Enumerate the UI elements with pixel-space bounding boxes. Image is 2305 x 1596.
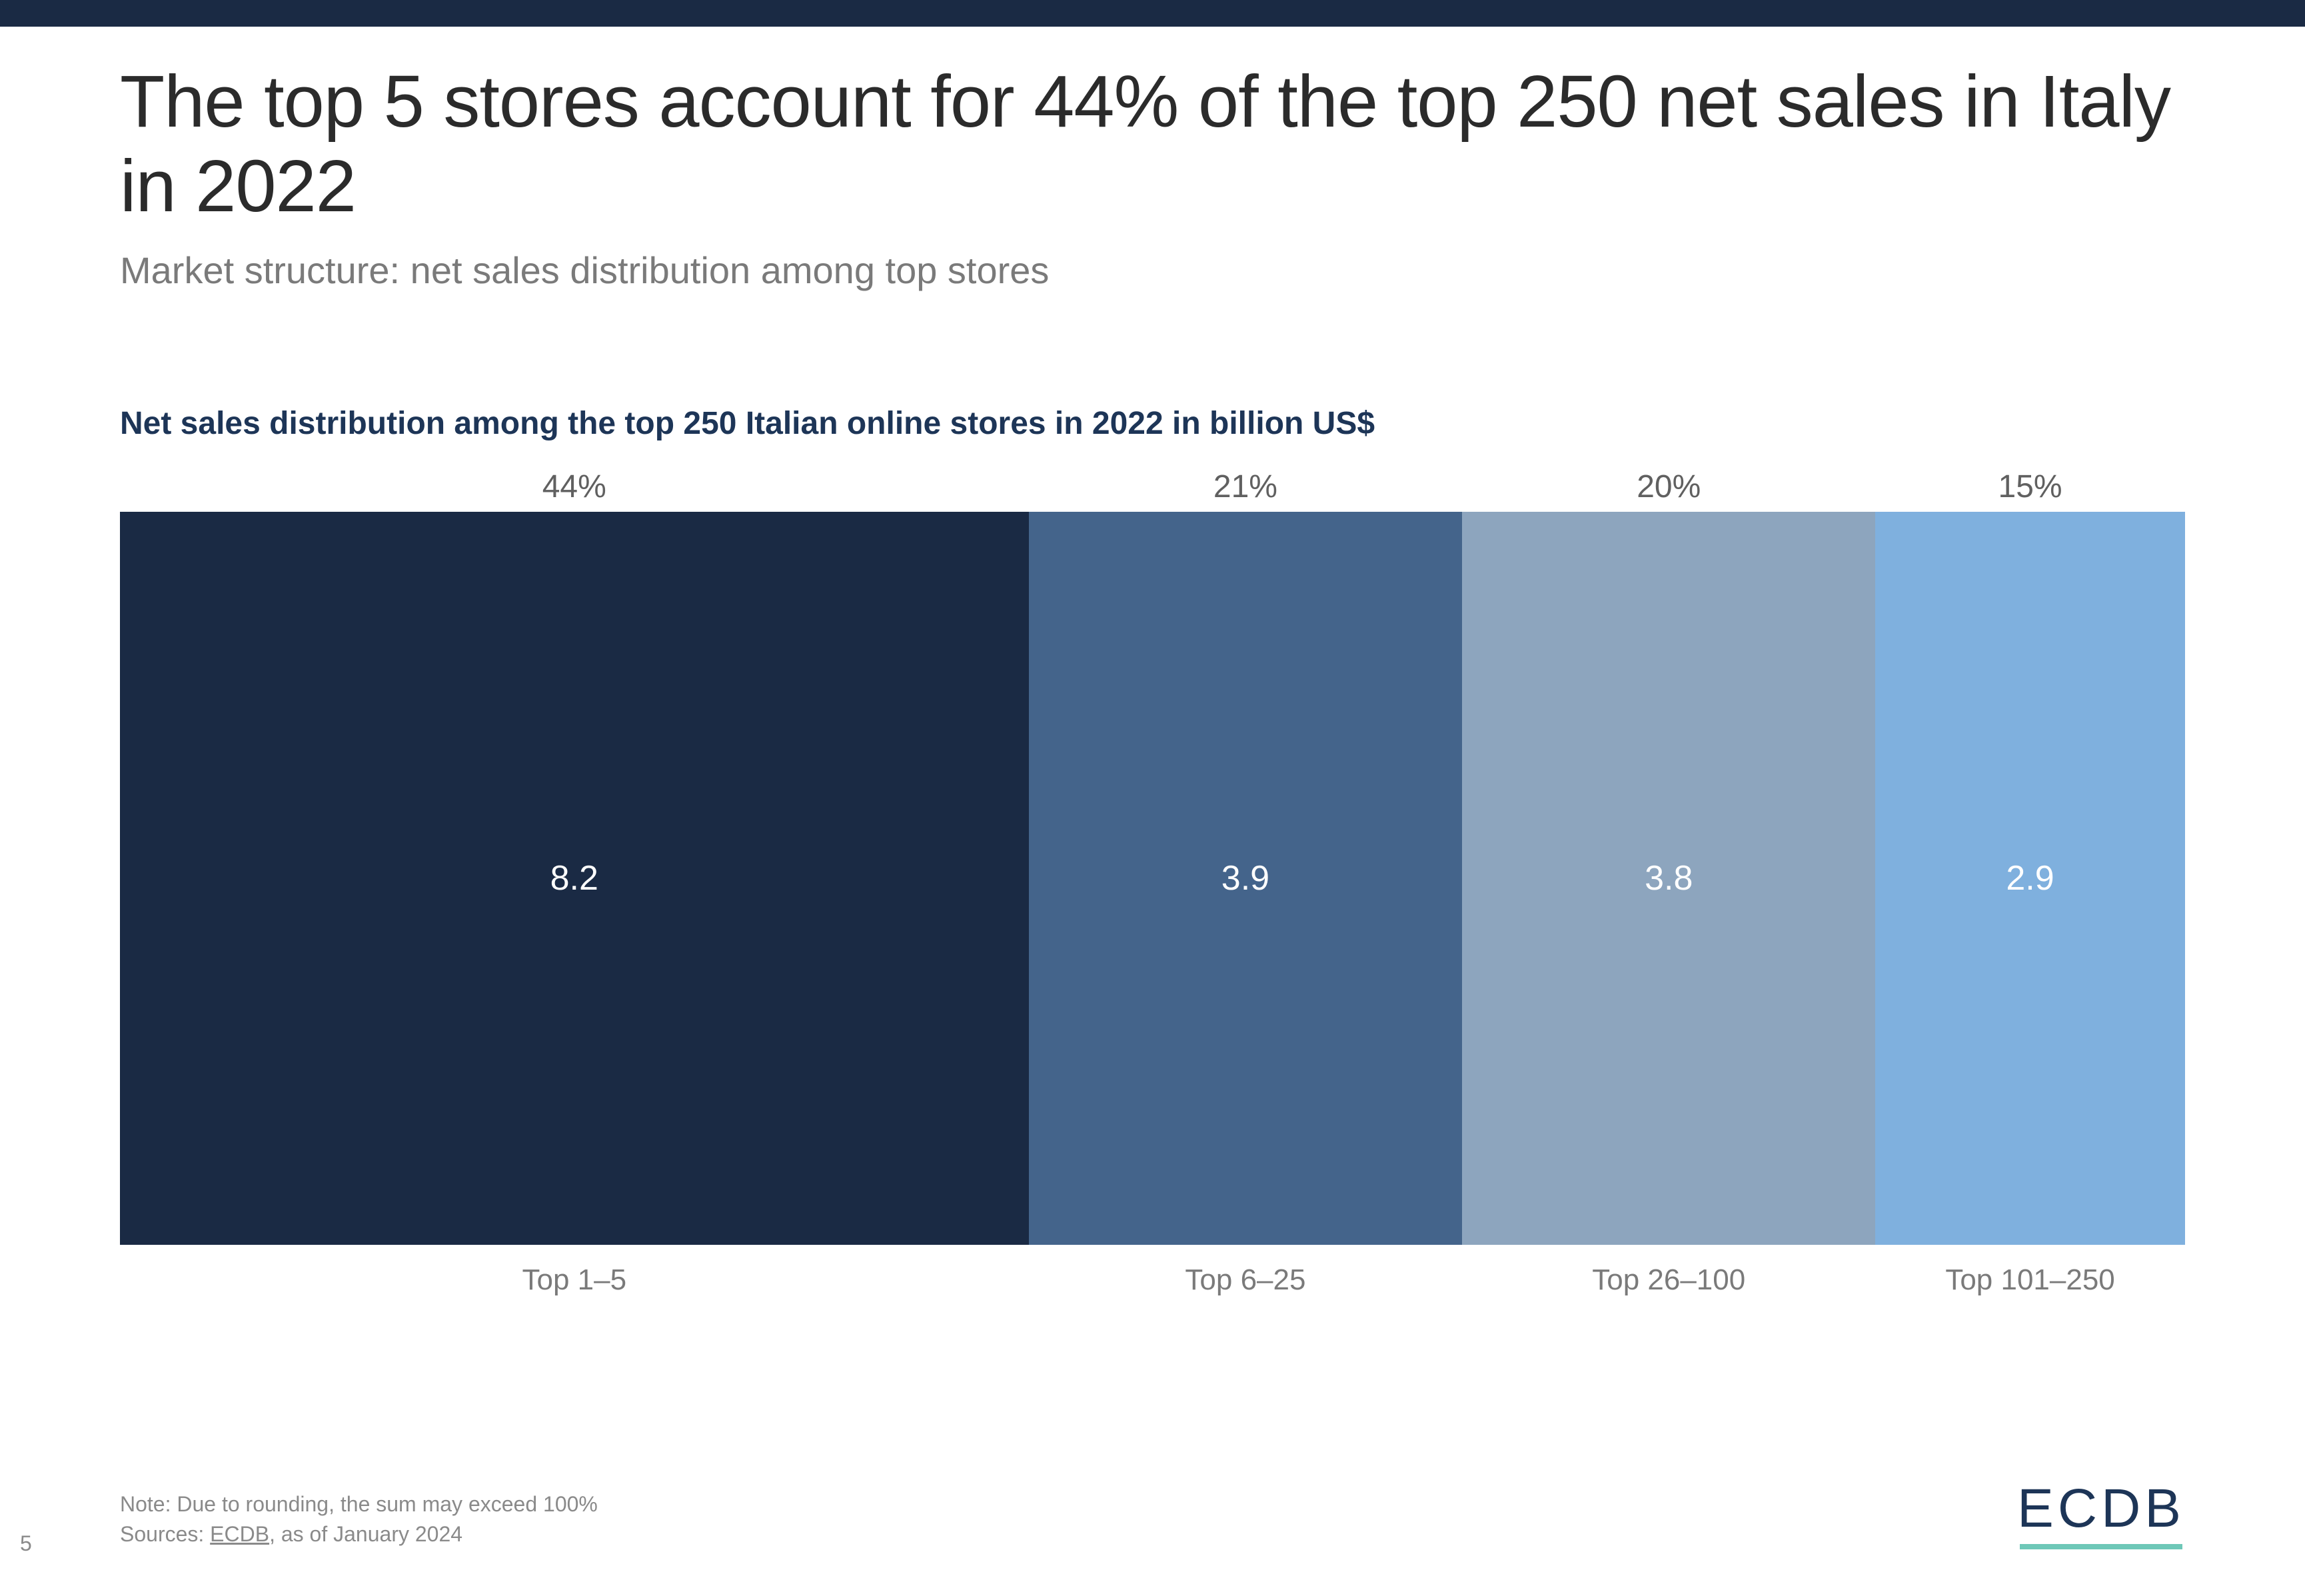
category-label-row: Top 1–5Top 6–25Top 26–100Top 101–250 xyxy=(120,1245,2185,1297)
bar-segment: 3.9 xyxy=(1029,512,1463,1245)
chart-title: Net sales distribution among the top 250… xyxy=(120,405,2185,442)
bar-segment: 2.9 xyxy=(1875,512,2185,1245)
bar-row: 8.23.93.82.9 xyxy=(120,512,2185,1245)
category-label: Top 1–5 xyxy=(120,1245,1029,1297)
category-label: Top 6–25 xyxy=(1029,1245,1463,1297)
sources-label: Sources: xyxy=(120,1522,210,1546)
percent-label: 15% xyxy=(1875,468,2185,512)
percent-label: 20% xyxy=(1462,468,1875,512)
footnote: Note: Due to rounding, the sum may excee… xyxy=(120,1489,598,1549)
content-area: The top 5 stores account for 44% of the … xyxy=(120,60,2185,1596)
slide: The top 5 stores account for 44% of the … xyxy=(0,0,2305,1596)
note-label: Note: xyxy=(120,1492,177,1516)
bar-segment: 8.2 xyxy=(120,512,1029,1245)
footer: Note: Due to rounding, the sum may excee… xyxy=(120,1477,2185,1549)
top-bar xyxy=(0,0,2305,27)
stacked-bar-chart: 44%21%20%15% 8.23.93.82.9 Top 1–5Top 6–2… xyxy=(120,468,2185,1297)
percent-label-row: 44%21%20%15% xyxy=(120,468,2185,512)
page-number: 5 xyxy=(20,1531,32,1556)
note-text: Due to rounding, the sum may exceed 100% xyxy=(177,1492,597,1516)
page-subtitle: Market structure: net sales distribution… xyxy=(120,249,2185,292)
sources-suffix: , as of January 2024 xyxy=(269,1522,462,1546)
sources-link[interactable]: ECDB xyxy=(210,1522,269,1546)
page-title: The top 5 stores account for 44% of the … xyxy=(120,60,2185,229)
bar-segment: 3.8 xyxy=(1462,512,1875,1245)
percent-label: 44% xyxy=(120,468,1029,512)
category-label: Top 101–250 xyxy=(1875,1245,2185,1297)
percent-label: 21% xyxy=(1029,468,1463,512)
ecdb-logo: ECDB xyxy=(2017,1477,2185,1549)
category-label: Top 26–100 xyxy=(1462,1245,1875,1297)
